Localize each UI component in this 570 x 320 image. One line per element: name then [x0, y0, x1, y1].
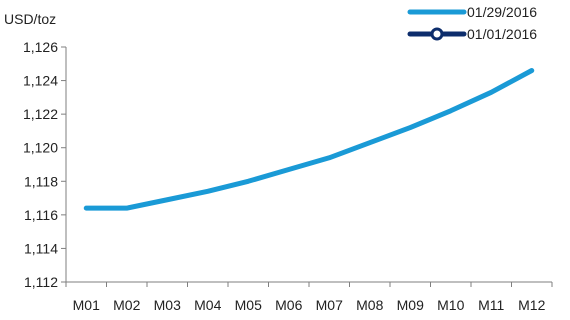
x-tick-label: M02: [113, 297, 140, 313]
legend-label: 01/29/2016: [467, 4, 537, 20]
x-tick-label: M08: [356, 297, 383, 313]
x-tick-label: M10: [437, 297, 464, 313]
y-tick-label: 1,112: [24, 274, 58, 290]
y-ticks: 1,112 1,114 1,116 1,118 1,120 1,122 1,124 1,126: [23, 39, 66, 290]
legend: 01/29/2016 01/01/2016: [407, 4, 537, 42]
y-tick-label: 1,122: [23, 106, 58, 122]
series-line: [83, 68, 535, 211]
x-tick-label: M01: [73, 297, 100, 313]
x-ticks: M01 M02 M03 M04 M05 M06 M07 M08 M09 M10 M11 M12: [65, 282, 553, 313]
x-tick-label: M04: [194, 297, 221, 313]
x-tick-label: M05: [235, 297, 262, 313]
x-tick-label: M07: [316, 297, 343, 313]
x-tick-label: M06: [275, 297, 302, 313]
legend-marker: [430, 27, 444, 41]
x-tick-label: M09: [397, 297, 424, 313]
y-tick-label: 1,114: [24, 240, 58, 256]
x-tick-label: M11: [478, 297, 504, 313]
y-axis-title: USD/toz: [4, 11, 56, 27]
y-tick-label: 1,124: [23, 73, 58, 89]
y-tick-label: 1,120: [23, 140, 58, 156]
y-tick-label: 1,118: [24, 173, 58, 189]
y-tick-label: 1,116: [24, 207, 58, 223]
legend-label: 01/01/2016: [467, 26, 537, 42]
x-tick-label: M03: [154, 297, 181, 313]
y-tick-label: 1,126: [23, 39, 58, 55]
series-group: [83, 68, 535, 211]
x-tick-label: M12: [518, 297, 545, 313]
